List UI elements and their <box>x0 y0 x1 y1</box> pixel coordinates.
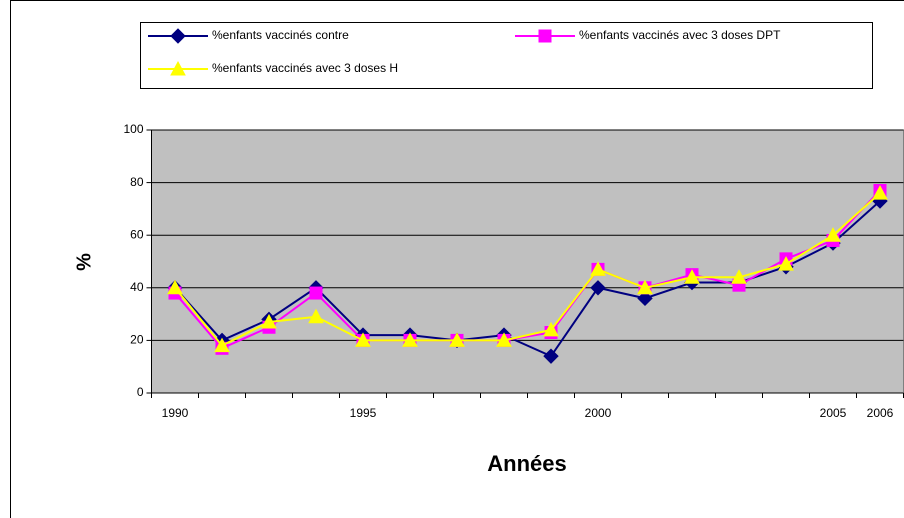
x-tick-label: 2005 <box>820 406 847 420</box>
data-point <box>214 337 230 353</box>
x-axis-title: Années <box>487 451 566 476</box>
legend-marker <box>538 29 552 43</box>
y-axis-title: % <box>73 253 95 271</box>
data-point <box>496 332 512 347</box>
y-tick-label: 20 <box>130 333 144 347</box>
data-point <box>402 332 418 347</box>
data-point <box>308 308 324 324</box>
series-line <box>174 200 881 358</box>
data-point <box>637 290 653 307</box>
x-tick-label: 1990 <box>162 406 189 420</box>
data-point <box>684 269 700 284</box>
data-point <box>309 286 323 300</box>
x-tick-label: 2000 <box>585 406 612 420</box>
legend-label: %enfants vaccinés avec 3 doses DPT <box>579 28 781 42</box>
y-tick-label: 0 <box>137 385 144 399</box>
data-point <box>778 256 794 271</box>
legend-label: %enfants vaccinés contre <box>212 28 349 42</box>
y-tick-label: 40 <box>130 280 144 294</box>
y-tick-label: 60 <box>130 227 144 241</box>
data-point <box>543 348 559 364</box>
legend-marker <box>170 60 186 76</box>
data-point <box>637 279 653 295</box>
x-tick-label: 2006 <box>867 406 894 420</box>
series-line <box>174 192 881 347</box>
data-point <box>590 261 606 276</box>
data-point <box>731 269 747 284</box>
data-point <box>543 321 559 337</box>
y-tick-label: 100 <box>123 122 143 136</box>
legend-marker <box>170 28 186 44</box>
legend-box <box>140 22 873 89</box>
x-tick-label: 1995 <box>350 406 377 420</box>
data-point <box>167 279 183 295</box>
data-point <box>872 185 888 200</box>
legend-label: %enfants vaccinés avec 3 doses H <box>212 61 398 75</box>
data-point <box>355 332 371 347</box>
data-point <box>261 313 277 329</box>
series-line <box>174 189 881 350</box>
data-point <box>449 332 465 347</box>
y-tick-label: 80 <box>130 175 144 189</box>
data-point <box>825 227 841 242</box>
data-point <box>590 280 606 296</box>
